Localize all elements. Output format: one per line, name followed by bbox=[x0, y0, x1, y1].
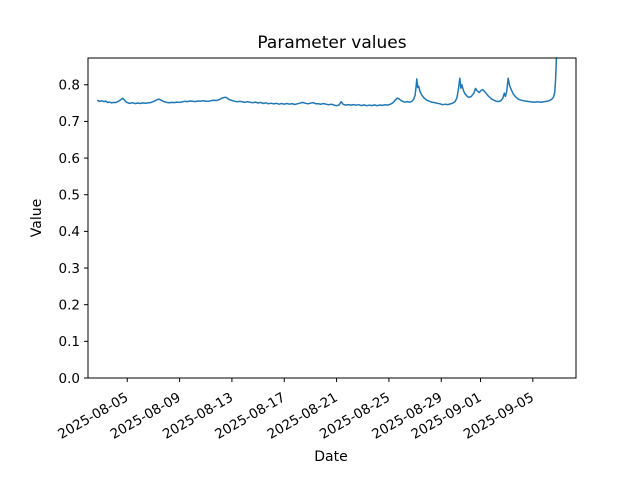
y-tick-label: 0.5 bbox=[59, 188, 80, 204]
data-line bbox=[96, 57, 558, 107]
y-axis-title: Value bbox=[29, 199, 45, 237]
y-tick-label: 0.1 bbox=[59, 334, 80, 350]
chart-title: Parameter values bbox=[257, 33, 406, 53]
y-axis-ticks: 0.0 0.1 0.2 0.3 0.4 0.5 0.6 0.7 0.8 bbox=[59, 78, 88, 387]
y-tick-label: 0.4 bbox=[59, 224, 80, 240]
y-tick-label: 0.7 bbox=[59, 114, 80, 130]
y-tick-label: 0.6 bbox=[59, 151, 80, 167]
y-tick-label: 0.2 bbox=[59, 297, 80, 313]
plot-border bbox=[87, 57, 577, 379]
y-tick-label: 0.8 bbox=[59, 78, 80, 94]
y-tick-label: 0.0 bbox=[59, 371, 80, 387]
y-tick-label: 0.3 bbox=[59, 261, 80, 277]
x-axis-title: Date bbox=[314, 449, 347, 465]
x-axis-ticks: 2025-08-052025-08-092025-08-132025-08-17… bbox=[55, 378, 537, 443]
